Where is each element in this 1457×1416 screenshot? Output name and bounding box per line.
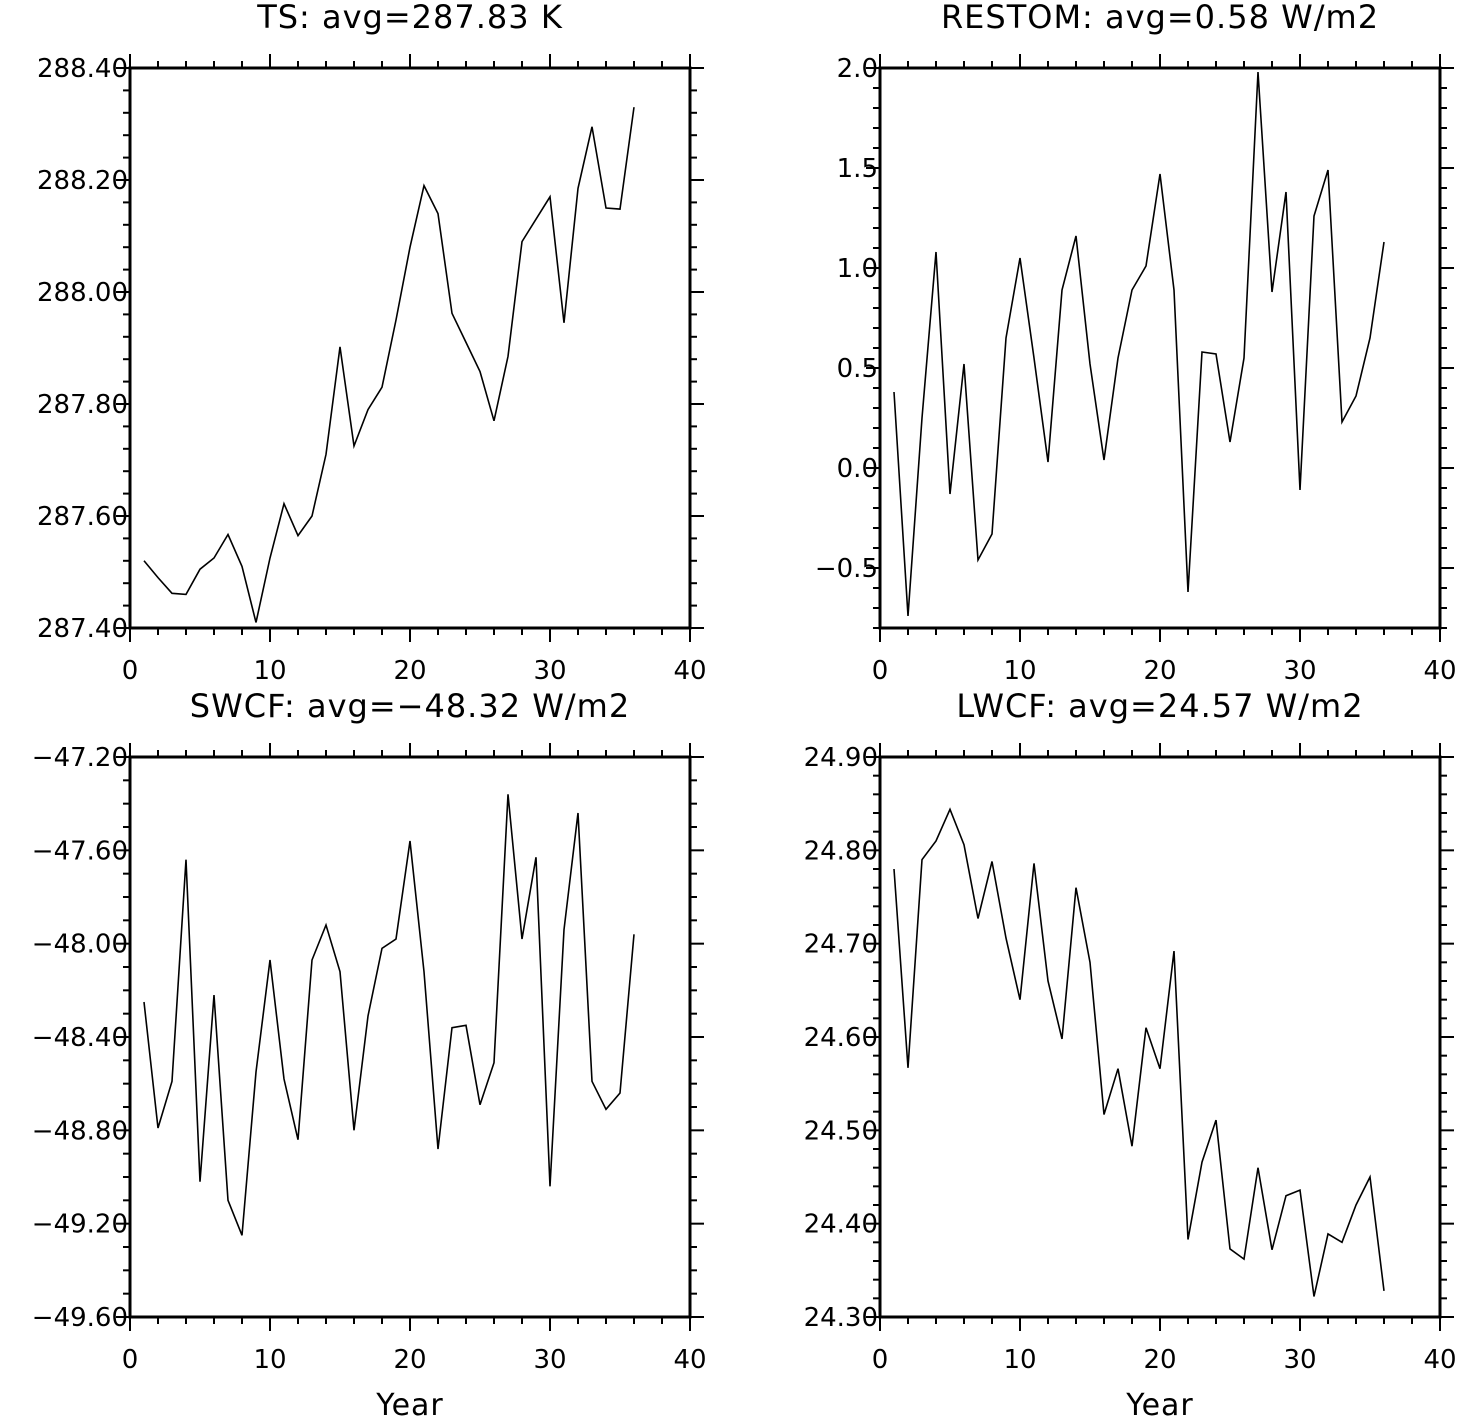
- y-tick-label: 24.50: [804, 1116, 878, 1146]
- x-tick-label: 20: [393, 1345, 426, 1375]
- y-tick-label: 288.00: [37, 278, 128, 308]
- y-tick-label: 24.90: [804, 743, 878, 773]
- x-tick-label: 0: [872, 1345, 889, 1375]
- y-tick-label: 287.80: [37, 390, 128, 420]
- x-tick-label: 20: [1143, 1345, 1176, 1375]
- x-tick-label: 0: [872, 656, 889, 686]
- y-tick-label: 24.30: [804, 1303, 878, 1333]
- y-tick-label: −49.20: [32, 1210, 128, 1240]
- plot-frame: [128, 66, 692, 630]
- chart-title: RESTOM: avg=0.58 W/m2: [941, 0, 1379, 36]
- x-tick-label: 10: [253, 656, 286, 686]
- plot-frame: [878, 755, 1442, 1319]
- y-tick-label: 287.40: [37, 614, 128, 644]
- chart-title: LWCF: avg=24.57 W/m2: [956, 687, 1363, 725]
- series-line: [143, 107, 635, 623]
- y-tick-label: 0.5: [837, 354, 878, 384]
- x-axis-title: Year: [1125, 1388, 1194, 1416]
- y-tick-label: 2.0: [837, 54, 878, 84]
- x-tick-label: 30: [1283, 656, 1316, 686]
- chart-title: TS: avg=287.83 K: [256, 0, 563, 36]
- panel-restom: RESTOM: avg=0.58 W/m2 −0.5 0.0 0.5 1.0 1.5 2.0…: [815, 0, 1457, 686]
- x-tick-label: 10: [253, 1345, 286, 1375]
- x-tick-label: 30: [1283, 1345, 1316, 1375]
- panel-lwcf: LWCF: avg=24.57 W/m2 24.30 24.40 24.50 24.60…: [804, 687, 1457, 1416]
- x-tick-label: 40: [673, 1345, 706, 1375]
- y-tick-label: −49.60: [32, 1303, 128, 1333]
- series-line: [143, 794, 635, 1236]
- series-line: [893, 807, 1385, 1297]
- y-tick-label: −47.60: [32, 836, 128, 866]
- y-tick-label: 24.60: [804, 1023, 878, 1053]
- x-tick-label: 40: [673, 656, 706, 686]
- x-tick-label: 10: [1003, 1345, 1036, 1375]
- y-tick-label: −0.5: [815, 554, 878, 584]
- y-tick-label: 24.70: [804, 930, 878, 960]
- y-tick-label: 24.80: [804, 836, 878, 866]
- chart-title: SWCF: avg=−48.32 W/m2: [190, 687, 630, 725]
- series-line: [893, 71, 1385, 617]
- x-tick-label: 40: [1423, 1345, 1456, 1375]
- x-tick-label: 30: [533, 1345, 566, 1375]
- y-tick-label: 24.40: [804, 1210, 878, 1240]
- x-axis-title: Year: [375, 1388, 444, 1416]
- plot-frame: [878, 66, 1442, 630]
- panel-ts: TS: avg=287.83 K 287.40 287.60 287.80 288.00…: [37, 0, 707, 686]
- y-tick-label: 1.5: [837, 154, 878, 184]
- x-tick-label: 0: [122, 1345, 139, 1375]
- y-tick-label: 0.0: [837, 454, 878, 484]
- y-tick-label: −47.20: [32, 743, 128, 773]
- x-tick-label: 30: [533, 656, 566, 686]
- y-tick-label: 1.0: [837, 254, 878, 284]
- x-tick-label: 40: [1423, 656, 1456, 686]
- y-tick-label: −48.00: [32, 930, 128, 960]
- y-tick-label: −48.80: [32, 1116, 128, 1146]
- panel-swcf: SWCF: avg=−48.32 W/m2 −49.60 −49.20 −48.80 −…: [32, 687, 707, 1416]
- y-tick-label: 287.60: [37, 502, 128, 532]
- y-tick-label: 288.40: [37, 54, 128, 84]
- x-tick-label: 20: [393, 656, 426, 686]
- y-tick-label: 288.20: [37, 166, 128, 196]
- y-tick-label: −48.40: [32, 1023, 128, 1053]
- x-tick-label: 20: [1143, 656, 1176, 686]
- x-tick-label: 10: [1003, 656, 1036, 686]
- x-tick-label: 0: [122, 656, 139, 686]
